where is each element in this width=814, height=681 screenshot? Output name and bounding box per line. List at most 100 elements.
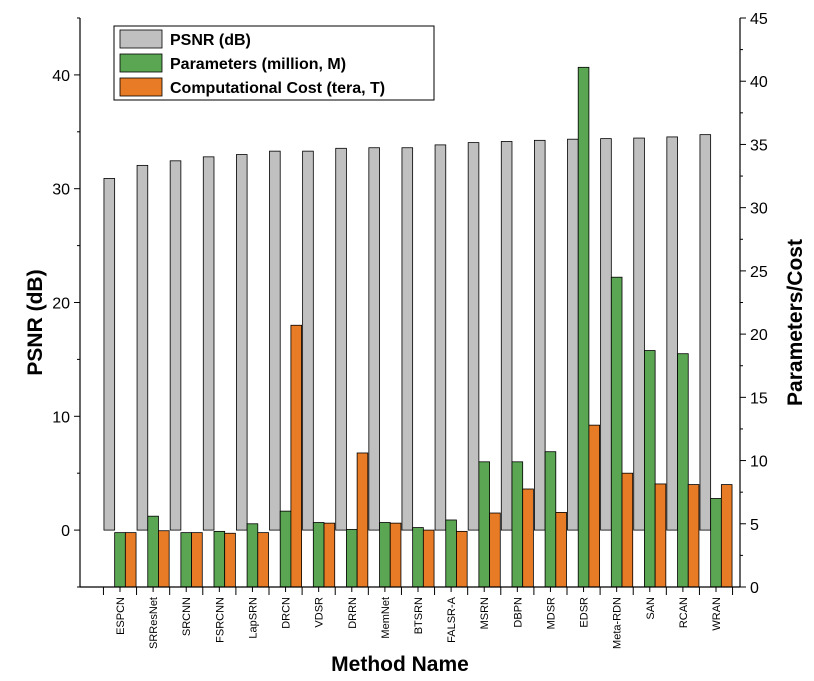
bar-parameters-msrn: [479, 462, 490, 587]
bar-psnr-meta-rdn: [601, 139, 612, 530]
y2-tick-label: 20: [750, 327, 768, 344]
y2-tick-label: 35: [750, 137, 768, 154]
y2-axis-title: Parameters/Cost: [784, 239, 807, 406]
x-tick-label: EDSR: [579, 597, 591, 628]
bar-cost-srcnn: [192, 533, 203, 587]
x-tick-label: WRAN: [711, 597, 723, 631]
bar-cost-lapsrn: [258, 533, 269, 587]
x-tick-label: DBPN: [512, 597, 524, 628]
bar-cost-btsrn: [423, 530, 434, 587]
x-tick-label: MemNet: [380, 597, 392, 639]
y2-tick-label: 25: [750, 264, 768, 281]
bar-psnr-fsrcnn: [203, 157, 214, 530]
bar-psnr-srcnn: [170, 161, 181, 530]
bar-cost-edsr: [589, 425, 600, 587]
bar-psnr-wran: [700, 135, 711, 530]
bars-layer: [104, 67, 732, 587]
x-tick-label: DRRN: [347, 597, 359, 629]
bar-cost-espcn: [125, 533, 136, 587]
x-tick-label: SAN: [645, 597, 657, 620]
bar-parameters-san: [644, 351, 655, 587]
x-axis-title: Method Name: [331, 653, 469, 676]
bar-parameters-edsr: [578, 67, 589, 587]
x-tick-label: FALSR-A: [446, 596, 458, 643]
bar-parameters-srcnn: [181, 533, 192, 587]
y-tick-label: 30: [52, 182, 70, 199]
bar-parameters-lapsrn: [247, 524, 258, 587]
x-tick-label: BTSRN: [413, 597, 425, 634]
bar-parameters-wran: [711, 498, 722, 587]
y-axis-title: PSNR (dB): [24, 269, 47, 375]
y2-tick-label: 0: [750, 580, 759, 597]
bar-parameters-rcan: [678, 354, 689, 587]
bar-cost-srresnet: [158, 531, 169, 587]
bar-psnr-drcn: [270, 151, 281, 530]
legend-label: PSNR (dB): [170, 32, 251, 49]
x-tick-label: MDSR: [545, 597, 557, 629]
x-tick-label: RCAN: [678, 597, 690, 628]
legend-swatch: [120, 78, 162, 96]
bar-parameters-btsrn: [413, 528, 424, 587]
bar-parameters-falsr-a: [446, 520, 457, 587]
bar-cost-meta-rdn: [622, 473, 633, 587]
y-tick-label: 20: [52, 296, 70, 313]
bar-psnr-btsrn: [402, 148, 413, 530]
x-tick-label: VDSR: [314, 597, 326, 628]
y-tick-label: 0: [61, 523, 70, 540]
legend: PSNR (dB) Parameters (million, M) Computat…: [114, 26, 434, 100]
bar-cost-falsr-a: [456, 531, 467, 587]
x-tick-label: MSRN: [479, 597, 491, 629]
bar-cost-mdsr: [556, 512, 567, 587]
x-tick-label: ESPCN: [115, 597, 127, 635]
bar-parameters-memnet: [380, 523, 391, 587]
bar-parameters-espcn: [115, 533, 126, 587]
bar-psnr-falsr-a: [435, 145, 446, 530]
bar-psnr-lapsrn: [236, 155, 247, 531]
bar-psnr-srresnet: [137, 165, 148, 530]
bar-psnr-espcn: [104, 178, 115, 530]
bar-psnr-dbpn: [501, 141, 512, 530]
bar-cost-fsrcnn: [225, 533, 236, 587]
bar-cost-memnet: [390, 523, 401, 587]
bar-parameters-drcn: [280, 511, 291, 587]
bar-psnr-memnet: [369, 148, 380, 530]
y2-tick-label: 40: [750, 74, 768, 91]
bar-parameters-drrn: [346, 529, 357, 587]
bar-psnr-edsr: [568, 139, 579, 530]
bar-parameters-vdsr: [313, 523, 324, 587]
bar-psnr-drrn: [336, 148, 347, 530]
bar-cost-msrn: [490, 513, 501, 587]
legend-label: Parameters (million, M): [170, 56, 346, 73]
bar-parameters-dbpn: [512, 462, 523, 587]
bar-psnr-msrn: [468, 143, 479, 530]
bar-psnr-san: [634, 138, 645, 530]
y2-tick-label: 15: [750, 390, 768, 407]
x-tick-label: DRCN: [281, 597, 293, 629]
x-tick-label: SRCNN: [181, 597, 193, 636]
x-tick-label: FSRCNN: [214, 597, 226, 643]
bar-cost-wran: [721, 485, 732, 587]
y2-tick-label: 30: [750, 201, 768, 218]
bar-cost-vdsr: [324, 523, 335, 587]
bar-cost-san: [655, 484, 666, 587]
bar-cost-drcn: [291, 325, 302, 587]
legend-swatch: [120, 30, 162, 48]
bar-cost-drrn: [357, 453, 368, 587]
bar-parameters-mdsr: [545, 452, 556, 587]
bar-parameters-fsrcnn: [214, 531, 225, 587]
x-tick-label: SRResNet: [148, 597, 160, 649]
x-tick-label: LapSRN: [247, 597, 259, 639]
bar-psnr-rcan: [667, 137, 678, 530]
bar-psnr-mdsr: [534, 140, 545, 530]
y-tick-label: 10: [52, 409, 70, 426]
y2-tick-label: 5: [750, 517, 759, 534]
bar-parameters-srresnet: [148, 516, 159, 587]
bar-cost-dbpn: [523, 489, 534, 587]
bar-cost-rcan: [688, 485, 699, 587]
legend-label: Computational Cost (tera, T): [170, 80, 385, 97]
y-tick-label: 40: [52, 68, 70, 85]
bar-psnr-vdsr: [303, 151, 314, 530]
x-tick-label: Meta-RDN: [612, 597, 624, 649]
legend-swatch: [120, 54, 162, 72]
